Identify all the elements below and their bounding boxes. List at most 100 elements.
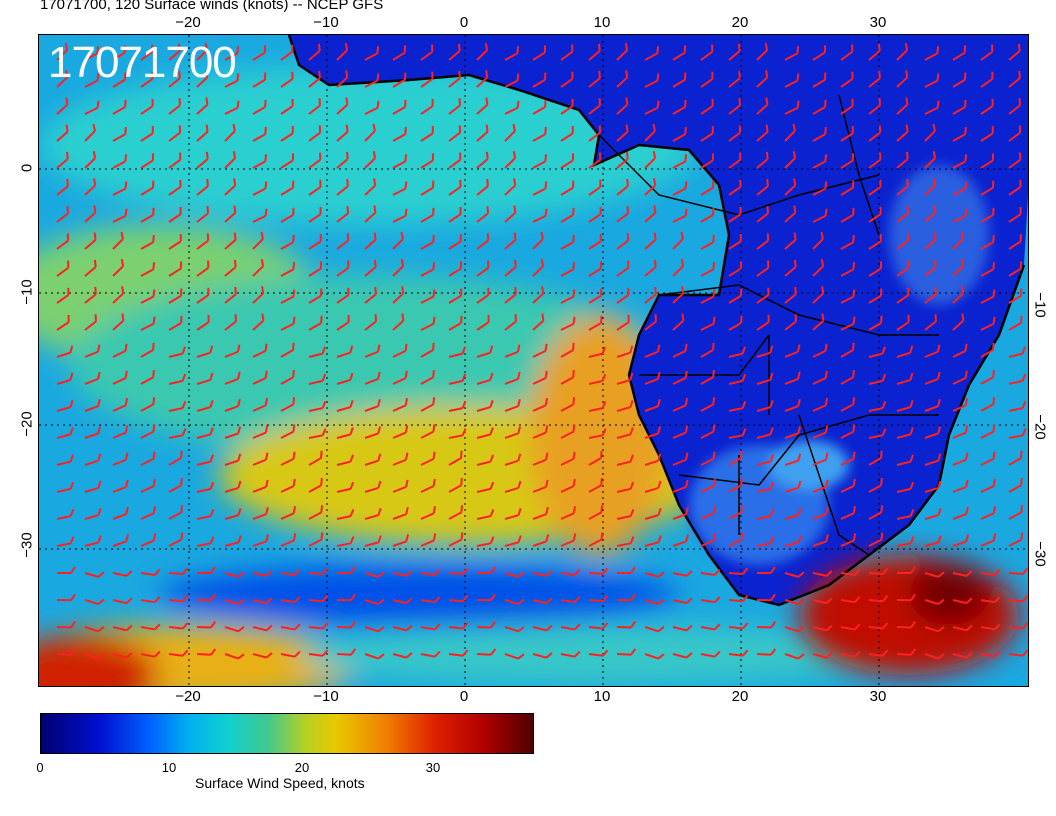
wind-barb [672, 126, 687, 142]
wind-barb [280, 180, 295, 196]
wind-barb [420, 180, 435, 196]
wind-barb [392, 181, 408, 196]
wind-barb [896, 97, 909, 115]
wind-barb [112, 652, 133, 659]
wind-barb [644, 535, 662, 547]
wind-barb [336, 621, 357, 629]
wind-barb [224, 123, 236, 142]
wind-barb [420, 234, 435, 250]
wind-barb [952, 208, 968, 223]
wind-barb [700, 650, 721, 658]
wind-barb [672, 506, 689, 520]
wind-barb [532, 286, 545, 304]
wind-barb [364, 100, 380, 115]
wind-barb [952, 154, 968, 169]
wind-barb [756, 481, 775, 493]
wind-barb [560, 623, 581, 631]
wind-barb [448, 125, 462, 142]
wind-barb [672, 452, 689, 466]
wind-barb [504, 426, 522, 439]
wind-barb [336, 454, 354, 466]
wind-barb [784, 100, 800, 115]
wind-barb [812, 534, 830, 547]
wind-barb [420, 289, 436, 304]
wind-barb [224, 178, 237, 196]
wind-barb [560, 424, 576, 439]
wind-barb [784, 535, 802, 547]
wind-barb [56, 233, 70, 250]
wind-barb [644, 232, 657, 250]
wind-barb [924, 178, 937, 196]
wind-barb [56, 314, 70, 331]
wind-barb [868, 505, 884, 520]
wind-barb [896, 481, 915, 493]
lon-tick-bottom: 0 [459, 688, 469, 705]
wind-barb [532, 343, 548, 358]
wind-barb [672, 208, 688, 223]
wind-barb [56, 287, 70, 304]
wind-barb [168, 125, 182, 142]
wind-barb [644, 314, 658, 331]
wind-barb [140, 289, 156, 304]
wind-barb [364, 123, 376, 142]
wind-barb [392, 652, 413, 659]
lon-tick-top: 20 [731, 14, 749, 31]
wind-barb [924, 73, 940, 88]
wind-barb [644, 205, 657, 223]
wind-barb [196, 287, 210, 304]
wind-barb [252, 425, 269, 439]
wind-barb [812, 425, 829, 439]
wind-barb [224, 398, 241, 412]
wind-barb [56, 372, 74, 385]
wind-barb [728, 70, 741, 88]
lon-tick-top: 30 [869, 14, 887, 31]
wind-barb [364, 371, 381, 385]
wind-barb [644, 178, 657, 196]
wind-barb [756, 233, 770, 250]
wind-barb [448, 450, 463, 466]
wind-barb [644, 371, 661, 385]
wind-barb [308, 98, 322, 115]
wind-barb [504, 232, 517, 250]
wind-barb [812, 45, 827, 61]
wind-barb [560, 71, 574, 88]
wind-barb [1008, 532, 1024, 547]
wind-barb [140, 316, 156, 331]
wind-barb [84, 535, 102, 547]
wind-barb [1008, 179, 1022, 196]
wind-barb [532, 479, 549, 493]
wind-barb [392, 425, 409, 439]
wind-barb [868, 288, 883, 304]
wind-barb [196, 70, 209, 88]
wind-barb [476, 536, 495, 547]
wind-barb [840, 342, 855, 358]
wind-barb [840, 568, 861, 576]
wind-barb [280, 369, 295, 385]
wind-barb [840, 478, 856, 493]
wind-barb [924, 653, 945, 660]
wind-barb [784, 571, 805, 578]
wind-barb [756, 70, 769, 88]
wind-barb [112, 506, 129, 520]
wind-barb [448, 43, 461, 61]
wind-barb [616, 260, 630, 277]
wind-barb [588, 288, 603, 304]
wind-barb [392, 208, 408, 223]
wind-barb [756, 648, 777, 656]
wind-barb [1008, 261, 1023, 277]
wind-barb [252, 45, 267, 61]
wind-barb [392, 231, 404, 250]
wind-barb [840, 596, 861, 604]
lat-tick-right: −30 [1031, 541, 1049, 567]
wind-barb [616, 124, 629, 142]
wind-barb [952, 45, 967, 61]
wind-barb [56, 124, 69, 142]
wind-barb [420, 316, 436, 331]
wind-barb [252, 72, 267, 88]
wind-barb [980, 44, 994, 61]
wind-barb [112, 45, 127, 61]
wind-barb [168, 98, 182, 115]
wind-barb [784, 259, 797, 277]
wind-barb [56, 593, 76, 602]
wind-barb [672, 181, 688, 196]
